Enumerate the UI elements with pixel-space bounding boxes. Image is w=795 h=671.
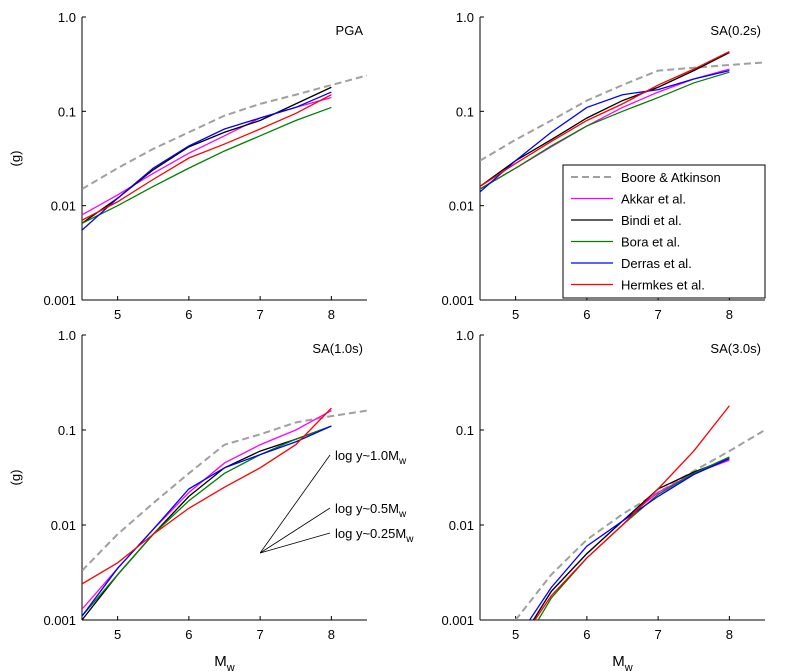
panel-title: SA(0.2s) <box>710 23 761 38</box>
x-tick-label: 7 <box>655 307 662 322</box>
legend-label: Hermkes et al. <box>621 278 705 293</box>
y-tick-label: 1.0 <box>58 10 76 25</box>
legend-label: Bora et al. <box>621 235 680 250</box>
annotation-sub: w <box>405 534 414 545</box>
legend-box <box>562 164 766 299</box>
series-line <box>82 425 332 620</box>
series-line <box>82 407 332 585</box>
y-tick-label: 1.0 <box>58 328 76 343</box>
annotation: log y~1.0Mw <box>335 448 407 467</box>
annotation: log y~0.25Mw <box>335 526 414 545</box>
panel-title: SA(3.0s) <box>710 341 761 356</box>
annotation-sub: w <box>398 509 407 520</box>
x-tick-label: 8 <box>328 627 335 642</box>
y-tick-label: 0.01 <box>449 518 474 533</box>
y-tick-label: 0.1 <box>456 104 474 119</box>
x-axis-label: Mw <box>612 653 633 671</box>
series-line <box>537 456 730 620</box>
series-line <box>480 71 730 190</box>
series-line <box>528 458 730 620</box>
x-label-main: M <box>214 653 227 670</box>
x-tick-label: 8 <box>726 307 733 322</box>
x-axis-label: Mw <box>214 653 235 671</box>
series-line <box>480 70 730 193</box>
x-tick-label: 6 <box>583 627 590 642</box>
legend-label: Bindi et al. <box>621 213 682 228</box>
y-tick-label: 0.01 <box>51 199 76 214</box>
y-tick-label: 0.01 <box>449 199 474 214</box>
x-label-sub: w <box>624 662 633 671</box>
y-tick-label: 0.1 <box>58 423 76 438</box>
y-tick-label: 0.1 <box>456 423 474 438</box>
series-line <box>82 74 367 190</box>
series-line <box>82 94 332 221</box>
panel-title: SA(1.0s) <box>312 341 363 356</box>
slope-line <box>260 532 331 554</box>
annotation: log y~0.5Mw <box>335 501 407 520</box>
x-tick-label: 7 <box>257 627 264 642</box>
x-tick-label: 8 <box>726 627 733 642</box>
legend-label: Boore & Atkinson <box>621 170 721 185</box>
x-tick-label: 7 <box>257 307 264 322</box>
slope-line <box>259 507 331 554</box>
y-tick-label: 1.0 <box>456 328 474 343</box>
annotation-sub: w <box>398 456 407 467</box>
series-line <box>82 409 367 572</box>
series-line <box>514 429 765 620</box>
annotation-main: log y~0.25M <box>335 526 406 541</box>
series-line <box>82 425 332 617</box>
legend-label: Derras et al. <box>621 256 692 271</box>
series-line <box>480 51 730 187</box>
x-tick-label: 6 <box>583 307 590 322</box>
y-tick-label: 0.001 <box>441 293 474 308</box>
y-axis-label: (g) <box>8 151 23 167</box>
y-tick-label: 0.01 <box>51 518 76 533</box>
y-tick-label: 0.1 <box>58 104 76 119</box>
x-tick-label: 6 <box>185 627 192 642</box>
series-line <box>82 425 332 617</box>
slope-line <box>259 454 331 554</box>
x-tick-label: 5 <box>114 307 121 322</box>
x-tick-label: 5 <box>512 307 519 322</box>
series-line <box>82 106 332 224</box>
panel-title: PGA <box>336 23 364 38</box>
annotation-main: log y~0.5M <box>335 501 399 516</box>
y-tick-label: 1.0 <box>456 10 474 25</box>
x-tick-label: 5 <box>114 627 121 642</box>
x-tick-label: 5 <box>512 627 519 642</box>
x-label-sub: w <box>226 662 235 671</box>
legend-label: Akkar et al. <box>621 192 686 207</box>
series-line <box>480 50 730 187</box>
x-label-main: M <box>612 653 625 670</box>
x-tick-label: 6 <box>185 307 192 322</box>
series-line <box>534 405 730 620</box>
series-line <box>82 91 332 231</box>
y-tick-label: 0.001 <box>43 613 76 628</box>
y-axis-label: (g) <box>8 470 23 486</box>
x-tick-label: 7 <box>655 627 662 642</box>
series-line <box>480 61 765 162</box>
annotation-main: log y~1.0M <box>335 448 399 463</box>
x-tick-label: 8 <box>328 307 335 322</box>
y-tick-label: 0.001 <box>441 613 474 628</box>
y-tick-label: 0.001 <box>43 293 76 308</box>
